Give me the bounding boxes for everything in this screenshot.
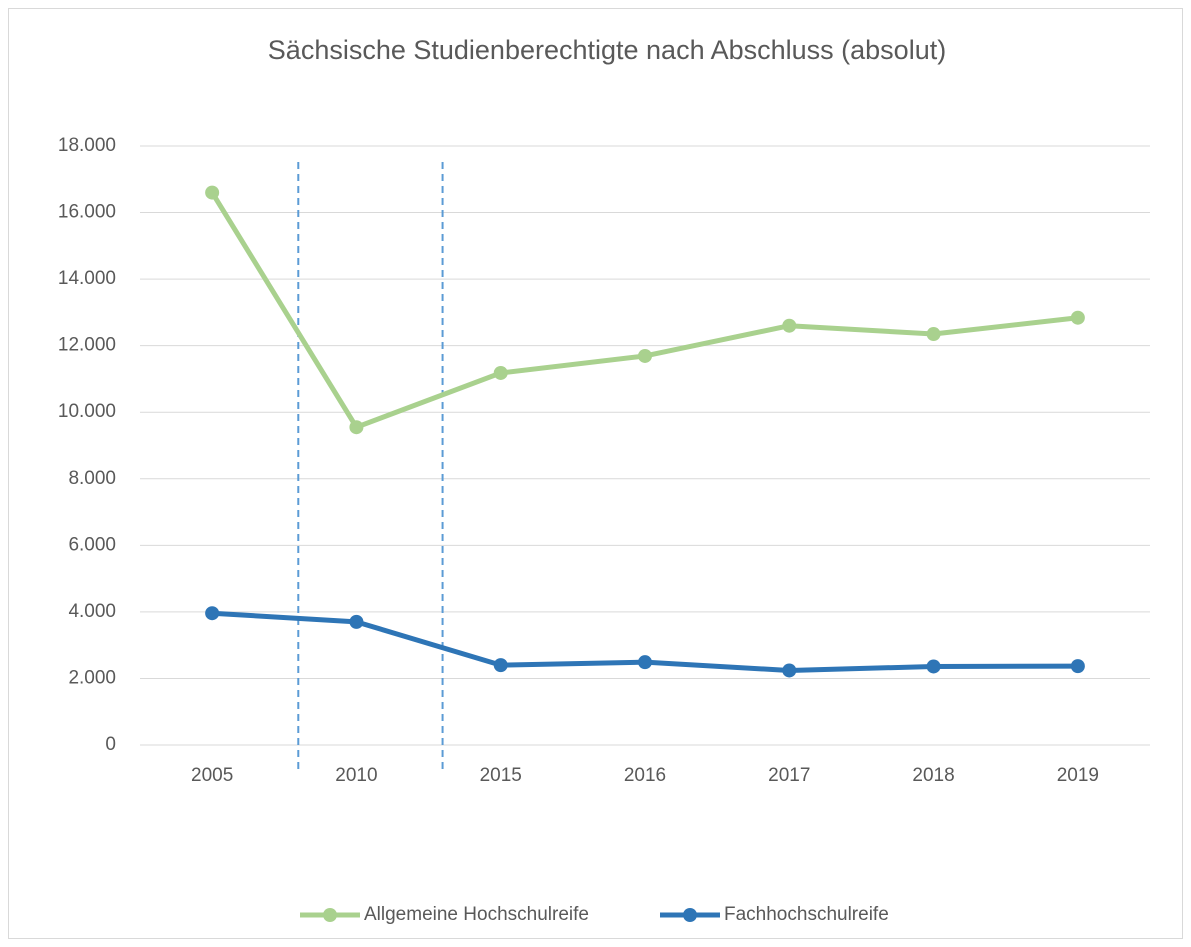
data-point [926,659,941,674]
y-tick-label: 10.000 [58,401,116,422]
data-point [926,327,941,342]
y-tick-label: 2.000 [68,667,116,688]
data-point [638,655,652,670]
x-tick-label: 2018 [912,765,954,786]
y-tick-label: 8.000 [68,468,116,489]
x-tick-label: 2015 [480,765,522,786]
data-point [493,658,508,673]
data-point [205,185,220,200]
y-tick-label: 16.000 [58,202,116,223]
data-point [349,420,364,435]
data-point [782,663,797,678]
data-point [1070,659,1085,674]
legend-marker [683,908,697,922]
data-point [349,614,364,629]
x-tick-label: 2010 [335,765,377,786]
data-point [638,348,652,363]
data-point [1070,310,1085,325]
data-point [782,318,797,333]
x-tick-label: 2017 [768,765,810,786]
data-point [493,365,508,380]
y-tick-label: 4.000 [68,601,116,622]
chart-title: Sächsische Studienberechtigte nach Absch… [268,35,946,65]
chart-frame [8,8,1183,939]
legend-label: Fachhochschulreife [724,904,889,925]
x-tick-label: 2016 [624,765,666,786]
y-tick-label: 14.000 [58,268,116,289]
legend-marker [323,908,337,922]
y-tick-label: 12.000 [58,335,116,356]
y-tick-label: 18.000 [58,135,116,156]
x-tick-label: 2005 [191,765,233,786]
legend-label: Allgemeine Hochschulreife [364,904,589,925]
y-tick-label: 0 [105,734,116,755]
x-tick-label: 2019 [1057,765,1099,786]
data-point [205,606,220,621]
y-tick-label: 6.000 [68,534,116,555]
